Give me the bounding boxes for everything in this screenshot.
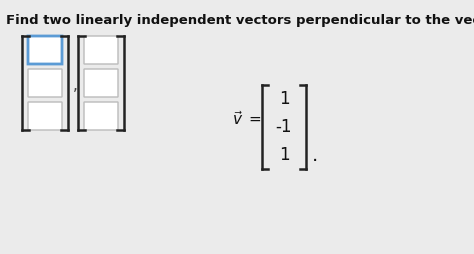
FancyBboxPatch shape (84, 36, 118, 64)
FancyBboxPatch shape (28, 36, 62, 64)
FancyBboxPatch shape (28, 102, 62, 130)
FancyBboxPatch shape (84, 102, 118, 130)
Text: -1: -1 (276, 118, 292, 136)
Text: $\vec{v}\ =$: $\vec{v}\ =$ (232, 110, 262, 128)
Text: .: . (312, 146, 318, 165)
Text: ,: , (73, 78, 77, 93)
FancyBboxPatch shape (28, 69, 62, 97)
FancyBboxPatch shape (84, 69, 118, 97)
Text: 1: 1 (279, 146, 289, 164)
Text: Find two linearly independent vectors perpendicular to the vector: Find two linearly independent vectors pe… (6, 14, 474, 27)
Text: 1: 1 (279, 90, 289, 108)
